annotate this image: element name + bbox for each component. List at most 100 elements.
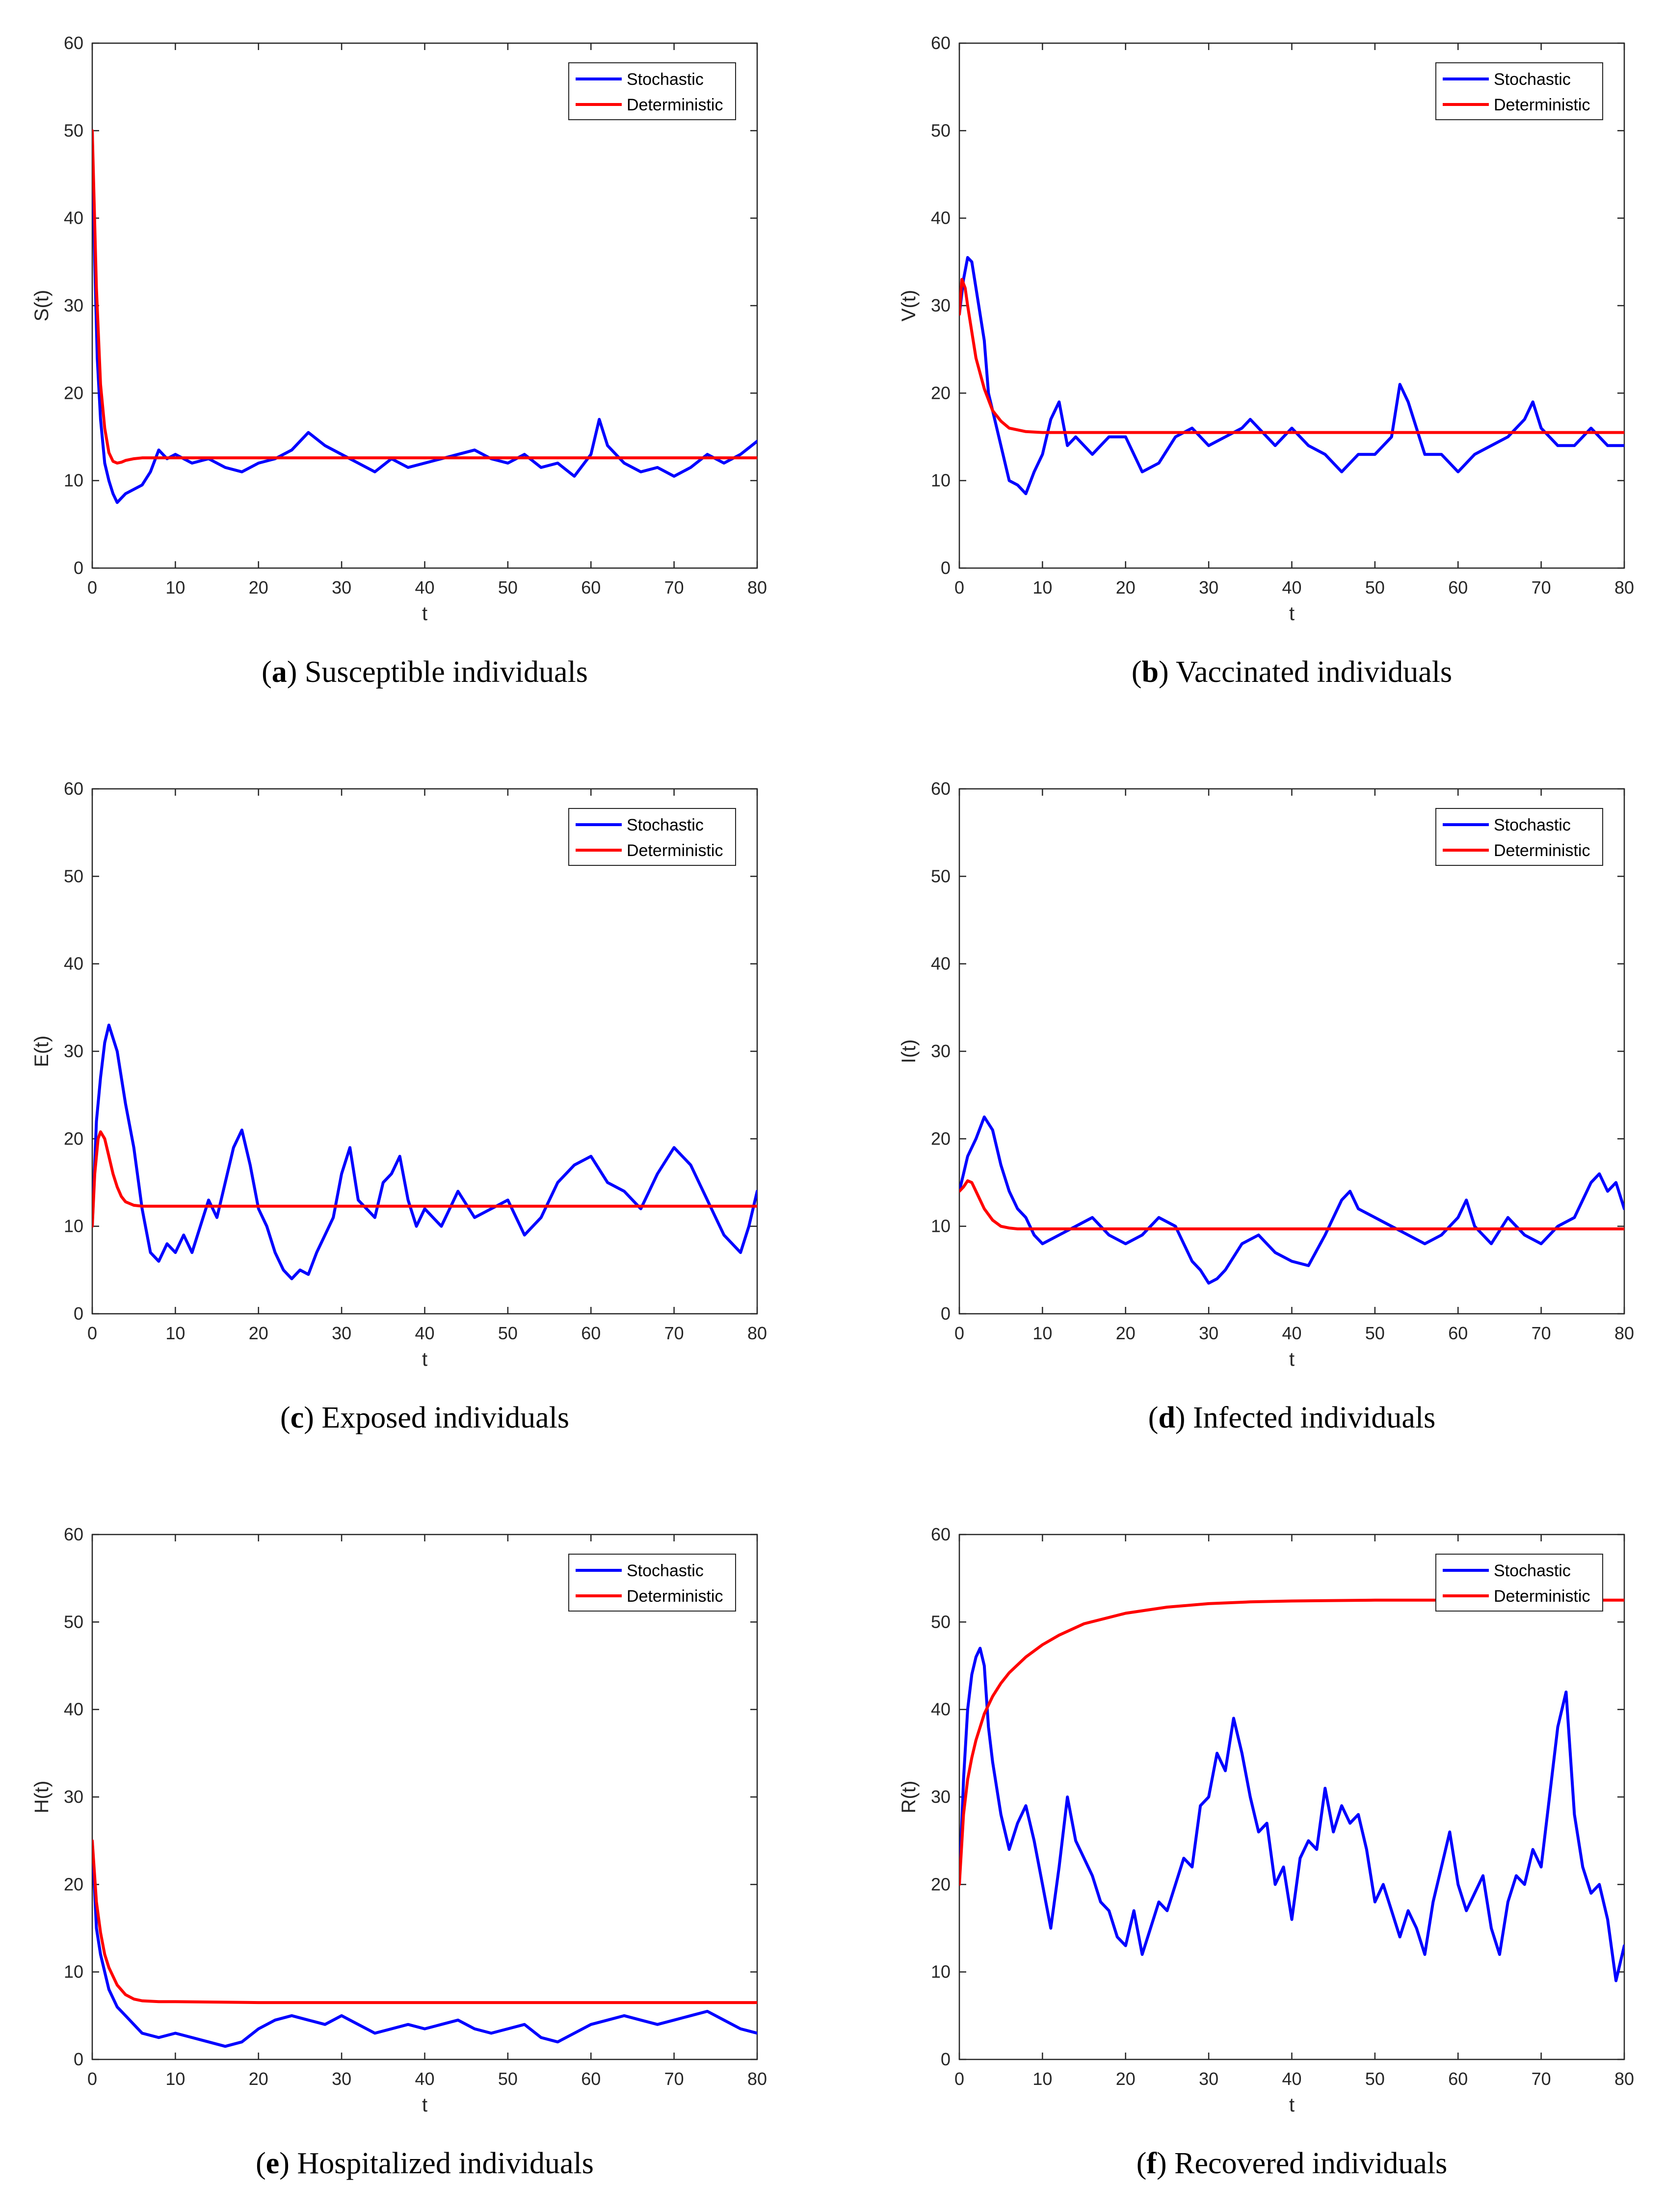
caption: (a) Susceptible individuals [262, 655, 588, 689]
x-tick-label: 60 [581, 2069, 601, 2089]
plot-area [91, 1534, 758, 2060]
y-tick-label: 0 [941, 1303, 951, 1324]
legend-box [1435, 62, 1603, 120]
legend: Stochastic Deterministic [568, 62, 736, 120]
y-tick-label: 40 [64, 1699, 83, 1719]
y-tick-label: 30 [931, 1041, 951, 1061]
x-tick-label: 30 [1199, 577, 1218, 598]
x-tick-label: 40 [415, 577, 434, 598]
plot-area [958, 788, 1625, 1315]
x-tick-label: 60 [1448, 1323, 1468, 1343]
y-tick-label: 40 [64, 954, 83, 974]
legend-label-deterministic: Deterministic [627, 96, 723, 114]
caption-paren-close: ) [304, 1401, 321, 1434]
caption-paren-open: ( [1136, 2147, 1147, 2180]
x-tick-label: 20 [249, 2069, 268, 2089]
x-tick-label: 60 [1448, 577, 1468, 598]
series-deterministic-line [959, 1179, 1624, 1230]
y-tick-label: 0 [74, 2049, 83, 2069]
y-axis-label: H(t) [31, 1781, 53, 1814]
x-tick-label: 70 [664, 1323, 684, 1343]
y-tick-label: 50 [931, 866, 951, 886]
caption: (f) Recovered individuals [1136, 2147, 1448, 2180]
series-deterministic-line [92, 1839, 757, 2004]
legend-label-deterministic: Deterministic [1494, 1587, 1590, 1606]
legend-box [1435, 1554, 1603, 1612]
y-tick-label: 50 [64, 120, 83, 140]
panel-c: 0 10 20 30 40 50 60 70 80 0 10 20 30 40 50 60 t E(t) Stoch… [31, 779, 767, 1434]
caption-paren-open: ( [256, 2147, 266, 2180]
caption-paren-open: ( [1148, 1401, 1159, 1434]
panel-b: 0 10 20 30 40 50 60 70 80 0 10 20 30 40 50 60 t V(t) Stoch… [898, 33, 1634, 689]
x-axis-label: t [1289, 603, 1295, 625]
y-axis-label: V(t) [898, 290, 920, 321]
caption-paren-open: ( [262, 655, 272, 689]
caption-paren-close: ) [1157, 2147, 1174, 2180]
legend: Stochastic Deterministic [1435, 1554, 1603, 1612]
panel-e: 0 10 20 30 40 50 60 70 80 0 10 20 30 40 50 60 t H(t) Stoch… [31, 1524, 767, 2180]
x-tick-label: 20 [249, 577, 268, 598]
legend: Stochastic Deterministic [1435, 62, 1603, 120]
legend-label-stochastic: Stochastic [627, 1561, 704, 1580]
y-tick-label: 10 [931, 1216, 951, 1236]
caption-text: Vaccinated individuals [1176, 655, 1452, 689]
x-tick-label: 40 [1282, 2069, 1301, 2089]
caption-letter: b [1142, 655, 1159, 689]
x-tick-label: 50 [1365, 577, 1385, 598]
legend-label-stochastic: Stochastic [627, 70, 704, 89]
x-tick-label: 80 [747, 2069, 767, 2089]
x-tick-label: 10 [165, 1323, 185, 1343]
x-tick-label: 0 [87, 1323, 97, 1343]
x-tick-label: 0 [954, 577, 964, 598]
y-tick-label: 60 [931, 33, 951, 53]
x-tick-label: 70 [1532, 2069, 1551, 2089]
x-tick-label: 40 [1282, 577, 1301, 598]
caption-letter: f [1146, 2147, 1157, 2180]
legend: Stochastic Deterministic [1435, 808, 1603, 866]
x-tick-label: 40 [415, 2069, 434, 2089]
x-tick-label: 10 [1032, 2069, 1052, 2089]
y-tick-label: 10 [64, 470, 83, 491]
y-tick-label: 60 [64, 33, 83, 53]
y-tick-label: 50 [64, 866, 83, 886]
caption-letter: a [272, 655, 287, 689]
x-tick-label: 30 [332, 577, 351, 598]
caption-paren-open: ( [1132, 655, 1142, 689]
x-tick-label: 20 [1116, 577, 1136, 598]
x-tick-label: 50 [1365, 2069, 1385, 2089]
legend-box [568, 1554, 736, 1612]
x-tick-label: 60 [1448, 2069, 1468, 2089]
x-tick-label: 50 [498, 577, 518, 598]
y-tick-label: 50 [931, 1612, 951, 1632]
x-tick-label: 80 [1614, 2069, 1634, 2089]
x-tick-label: 20 [249, 1323, 268, 1343]
x-tick-label: 40 [1282, 1323, 1301, 1343]
caption: (b) Vaccinated individuals [1132, 655, 1452, 689]
legend-label-deterministic: Deterministic [627, 1587, 723, 1606]
caption-paren-close: ) [279, 2147, 297, 2180]
y-tick-label: 50 [64, 1612, 83, 1632]
y-tick-label: 60 [64, 1524, 83, 1544]
legend-label-deterministic: Deterministic [1494, 96, 1590, 114]
legend-label-deterministic: Deterministic [1494, 841, 1590, 860]
x-tick-label: 0 [87, 577, 97, 598]
series-deterministic-line [92, 129, 757, 465]
plot-area [91, 42, 758, 569]
panel-a: 0 10 20 30 40 50 60 70 80 0 10 20 30 40 50 60 t S(t) Stoch… [31, 33, 767, 689]
plot-area [958, 1534, 1625, 2060]
x-tick-label: 0 [954, 1323, 964, 1343]
x-tick-label: 10 [165, 2069, 185, 2089]
legend-box [568, 62, 736, 120]
x-axis-label: t [422, 603, 427, 625]
y-tick-label: 60 [64, 779, 83, 799]
y-axis-label: S(t) [31, 290, 53, 321]
series-deterministic-line [92, 1130, 757, 1228]
caption: (c) Exposed individuals [280, 1401, 569, 1434]
legend: Stochastic Deterministic [568, 808, 736, 866]
y-tick-label: 60 [931, 1524, 951, 1544]
x-tick-label: 80 [1614, 1323, 1634, 1343]
legend-label-stochastic: Stochastic [1494, 70, 1571, 89]
caption-paren-close: ) [287, 655, 305, 689]
y-tick-label: 50 [931, 120, 951, 140]
